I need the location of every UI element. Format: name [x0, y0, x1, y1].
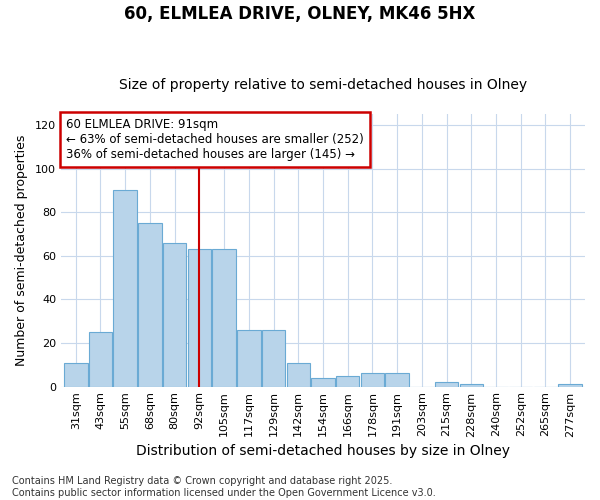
Bar [460, 384, 483, 386]
Bar [138, 223, 161, 386]
Bar [163, 242, 187, 386]
Y-axis label: Number of semi-detached properties: Number of semi-detached properties [15, 134, 28, 366]
Bar [435, 382, 458, 386]
Bar [559, 384, 582, 386]
X-axis label: Distribution of semi-detached houses by size in Olney: Distribution of semi-detached houses by … [136, 444, 510, 458]
Bar [237, 330, 260, 386]
Bar [89, 332, 112, 386]
Bar [385, 374, 409, 386]
Bar [212, 249, 236, 386]
Bar [64, 362, 88, 386]
Bar [113, 190, 137, 386]
Text: 60 ELMLEA DRIVE: 91sqm
← 63% of semi-detached houses are smaller (252)
36% of se: 60 ELMLEA DRIVE: 91sqm ← 63% of semi-det… [66, 118, 364, 161]
Bar [361, 374, 384, 386]
Bar [287, 362, 310, 386]
Text: Contains HM Land Registry data © Crown copyright and database right 2025.
Contai: Contains HM Land Registry data © Crown c… [12, 476, 436, 498]
Bar [336, 376, 359, 386]
Title: Size of property relative to semi-detached houses in Olney: Size of property relative to semi-detach… [119, 78, 527, 92]
Bar [188, 249, 211, 386]
Text: 60, ELMLEA DRIVE, OLNEY, MK46 5HX: 60, ELMLEA DRIVE, OLNEY, MK46 5HX [124, 5, 476, 23]
Bar [262, 330, 285, 386]
Bar [311, 378, 335, 386]
